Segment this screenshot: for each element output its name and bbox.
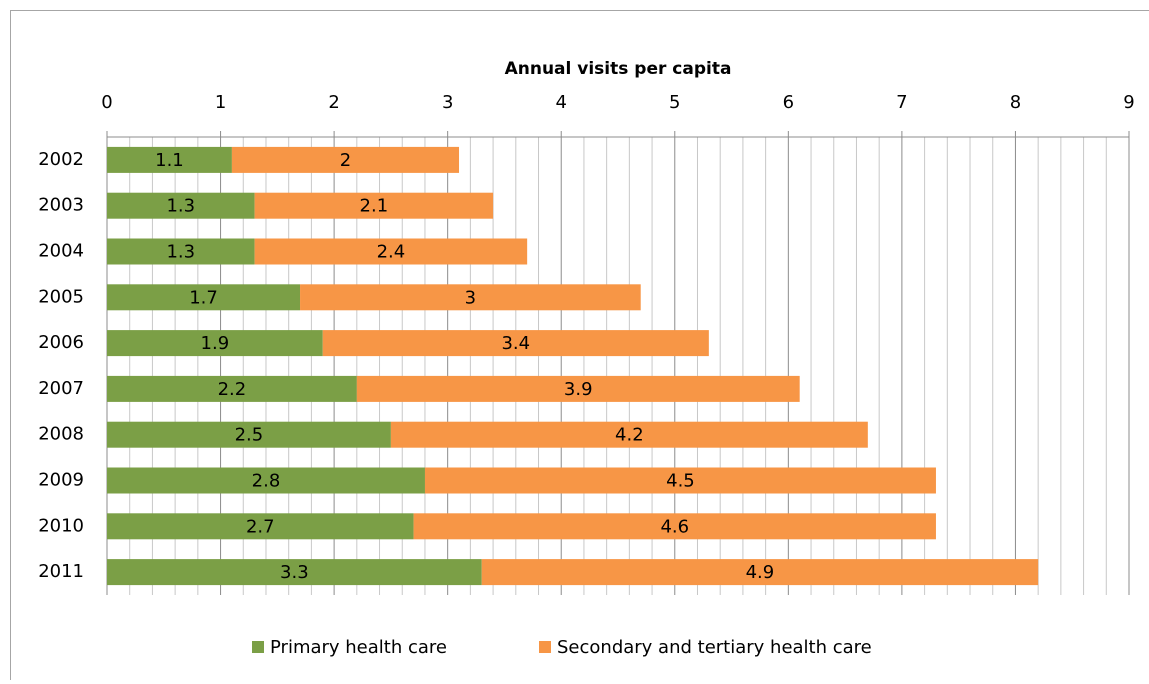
x-tick-label: 3 (442, 92, 453, 113)
data-label: 2.2 (218, 379, 247, 400)
axis-title: Annual visits per capita (505, 59, 732, 79)
y-tick-label: 2010 (38, 515, 84, 536)
data-label: 1.1 (155, 150, 184, 171)
data-label: 4.9 (746, 562, 775, 583)
y-tick-label: 2002 (38, 149, 84, 170)
x-tick-label: 6 (783, 92, 794, 113)
y-tick-label: 2007 (38, 378, 84, 399)
data-label: 1.3 (166, 242, 195, 263)
x-tick-label: 4 (555, 92, 566, 113)
y-tick-label: 2005 (38, 286, 84, 307)
x-tick-label: 1 (215, 92, 226, 113)
x-tick-label: 9 (1123, 92, 1134, 113)
legend-swatch (539, 641, 551, 653)
legend-swatch (252, 641, 264, 653)
data-label: 1.3 (166, 196, 195, 217)
legend-label: Primary health care (270, 637, 447, 658)
data-label: 2.1 (360, 196, 389, 217)
x-tick-label: 8 (1010, 92, 1021, 113)
legend-label: Secondary and tertiary health care (557, 637, 872, 658)
data-label: 4.2 (615, 425, 644, 446)
y-tick-label: 2006 (38, 332, 84, 353)
data-label: 3.4 (501, 333, 530, 354)
data-label: 2.4 (377, 242, 406, 263)
y-tick-label: 2011 (38, 561, 84, 582)
data-label: 4.6 (660, 516, 689, 537)
data-label: 3.9 (564, 379, 593, 400)
x-tick-label: 5 (669, 92, 680, 113)
data-label: 2.8 (252, 471, 281, 492)
x-tick-label: 7 (896, 92, 907, 113)
y-tick-label: 2004 (38, 241, 84, 262)
x-tick-label: 2 (328, 92, 339, 113)
x-tick-label: 0 (101, 92, 112, 113)
data-label: 1.9 (201, 333, 230, 354)
data-label: 3 (465, 287, 476, 308)
data-label: 3.3 (280, 562, 309, 583)
data-label: 2 (340, 150, 351, 171)
data-label: 2.5 (235, 425, 264, 446)
y-tick-label: 2003 (38, 195, 84, 216)
data-label: 2.7 (246, 516, 275, 537)
data-label: 1.7 (189, 287, 218, 308)
y-tick-label: 2009 (38, 470, 84, 491)
y-tick-label: 2008 (38, 424, 84, 445)
data-label: 4.5 (666, 471, 695, 492)
